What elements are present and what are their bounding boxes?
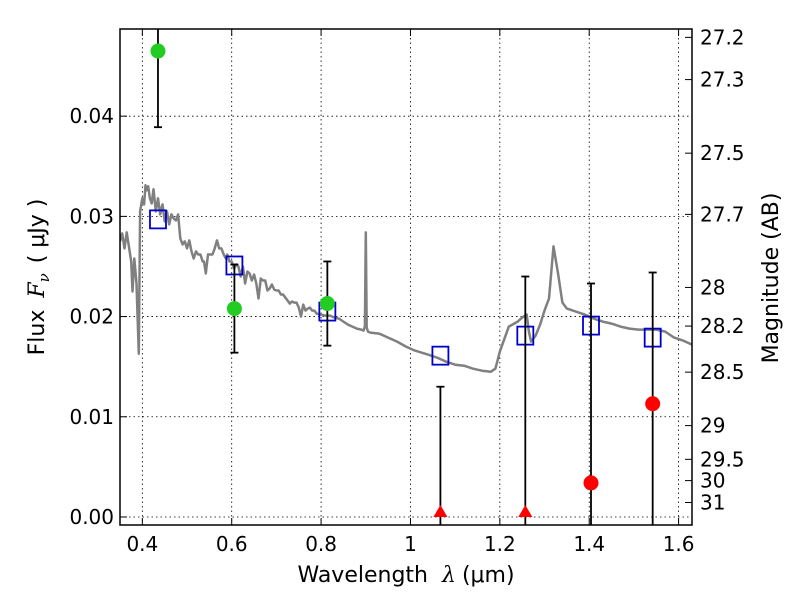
x-tick-label: 1.6	[663, 532, 695, 556]
magnitude-tick-label: 29	[700, 414, 725, 438]
x-tick-label: 0.6	[216, 532, 248, 556]
magnitude-tick-label: 27.5	[700, 141, 745, 165]
plot-frame	[119, 28, 693, 526]
observed-photometry-layer	[150, 29, 661, 525]
upper-limit-marker	[518, 504, 533, 517]
x-tick-label: 1	[404, 532, 417, 556]
y-tick-label: 0.04	[69, 104, 114, 128]
model-photometry-layer	[149, 209, 662, 366]
magnitude-tick-label: 28	[700, 275, 725, 299]
y-tick-label: 0.03	[69, 204, 114, 228]
magnitude-tick-label: 27.7	[700, 202, 745, 226]
y-tick-label: 0.00	[69, 505, 114, 529]
spectrum-line	[120, 184, 692, 373]
non-detection-marker	[645, 396, 661, 412]
upper-limit-marker	[433, 504, 448, 517]
spectrum-layer	[120, 184, 692, 373]
x-tick-label: 1.4	[573, 532, 605, 556]
x-tick-label: 1.2	[484, 532, 516, 556]
grid	[120, 29, 692, 525]
x-tick-label: 0.4	[126, 532, 158, 556]
magnitude-tick-label: 27.3	[700, 68, 745, 92]
magnitude-tick-label: 27.2	[700, 25, 745, 49]
magnitude-tick-label: 30	[700, 469, 725, 493]
detection-marker	[226, 301, 242, 317]
model-flux-square	[149, 209, 167, 230]
y-axis-ticks: 0.00 0.01 0.02 0.03 0.04	[69, 104, 127, 529]
magnitude-tick-label: 28.2	[700, 314, 745, 338]
detection-marker	[150, 43, 166, 59]
x-axis-title: Wavelength λ (μm)	[297, 563, 514, 588]
magnitude-tick-label: 29.5	[700, 447, 745, 471]
magnitude-axis-title: Magnitude (AB)	[759, 193, 784, 364]
x-axis-ticks: 0.4 0.6 0.8 1 1.2 1.4 1.6	[126, 29, 695, 556]
model-flux-square	[431, 345, 450, 366]
detection-marker	[319, 296, 335, 312]
non-detection-marker	[583, 475, 599, 491]
magnitude-tick-label: 28.5	[700, 360, 745, 384]
y-axis-title: FluxFν( μJy )	[25, 199, 53, 356]
magnitude-tick-label: 31	[700, 491, 725, 515]
y-tick-label: 0.02	[69, 305, 114, 329]
y-tick-label: 0.01	[69, 405, 114, 429]
x-tick-label: 0.8	[305, 532, 337, 556]
